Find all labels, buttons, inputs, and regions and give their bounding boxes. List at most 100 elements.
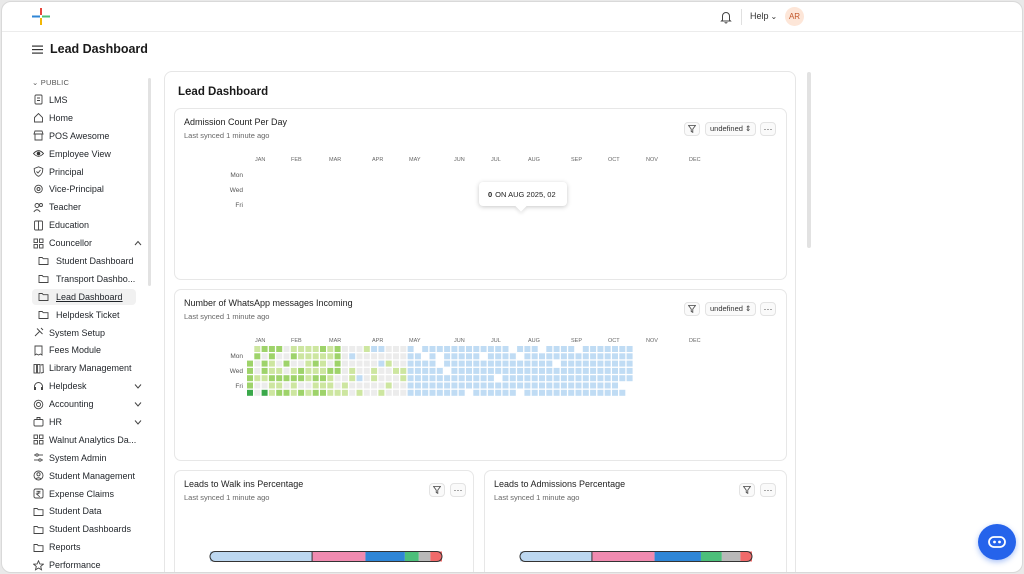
heatmap-cell[interactable] <box>604 360 611 367</box>
heatmap-cell[interactable] <box>575 375 582 382</box>
heatmap-cell[interactable] <box>517 353 524 360</box>
heatmap-cell[interactable] <box>509 360 516 367</box>
sidebar-item-performance[interactable]: Performance <box>24 556 148 572</box>
sidebar-item-reports[interactable]: Reports <box>24 538 148 556</box>
heatmap-cell[interactable] <box>393 360 399 367</box>
heatmap-cell[interactable] <box>590 360 597 367</box>
heatmap-cell[interactable] <box>283 367 290 374</box>
sidebar-item-helpdesk[interactable]: Helpdesk <box>24 377 148 395</box>
heatmap-cell[interactable] <box>539 353 545 360</box>
heatmap-cell[interactable] <box>436 360 443 367</box>
heatmap-cell[interactable] <box>502 389 509 396</box>
heatmap-cell[interactable] <box>276 389 283 396</box>
heatmap-cell[interactable] <box>509 353 516 360</box>
heatmap-cell[interactable] <box>254 367 261 374</box>
heatmap-cell[interactable] <box>444 353 451 360</box>
heatmap-cell[interactable] <box>487 360 494 367</box>
heatmap-cell[interactable] <box>466 367 472 374</box>
heatmap-cell[interactable] <box>560 367 567 374</box>
heatmap-cell[interactable] <box>612 382 618 389</box>
heatmap-cell[interactable] <box>327 360 334 367</box>
heatmap-cell[interactable] <box>334 360 341 367</box>
heatmap-cell[interactable] <box>458 367 465 374</box>
heatmap-cell[interactable] <box>612 353 618 360</box>
sidebar-item-lms[interactable]: LMS <box>24 91 148 109</box>
heatmap-cell[interactable] <box>502 360 509 367</box>
heatmap-cell[interactable] <box>371 346 378 352</box>
sidebar-item-student-management[interactable]: Student Management <box>24 467 148 485</box>
heatmap-cell[interactable] <box>473 389 480 396</box>
filter-button[interactable] <box>684 302 700 316</box>
heatmap-cell[interactable] <box>407 367 414 374</box>
heatmap-cell[interactable] <box>575 367 582 374</box>
heatmap-cell[interactable] <box>626 346 633 352</box>
chevron-down-icon[interactable] <box>134 400 142 408</box>
heatmap-cell[interactable] <box>553 353 560 360</box>
heatmap-cell[interactable] <box>341 375 348 382</box>
heatmap-cell[interactable] <box>502 382 509 389</box>
heatmap-cell[interactable] <box>378 346 385 352</box>
heatmap-cell[interactable] <box>254 346 261 352</box>
heatmap-cell[interactable] <box>298 382 305 389</box>
heatmap-cell[interactable] <box>305 367 312 374</box>
heatmap-cell[interactable] <box>305 382 312 389</box>
heatmap-cell[interactable] <box>531 360 538 367</box>
heatmap-cell[interactable] <box>261 375 268 382</box>
heatmap-cell[interactable] <box>495 382 502 389</box>
heatmap-cell[interactable] <box>517 346 524 352</box>
heatmap-cell[interactable] <box>466 382 472 389</box>
heatmap-cell[interactable] <box>378 360 385 367</box>
heatmap-cell[interactable] <box>619 367 626 374</box>
heatmap-cell[interactable] <box>312 346 319 352</box>
heatmap-cell[interactable] <box>582 346 589 352</box>
heatmap-cell[interactable] <box>349 375 356 382</box>
heatmap-cell[interactable] <box>582 375 589 382</box>
heatmap-cell[interactable] <box>385 382 392 389</box>
heatmap-cell[interactable] <box>349 367 356 374</box>
heatmap-cell[interactable] <box>539 382 545 389</box>
heatmap-cell[interactable] <box>363 375 370 382</box>
filter-button[interactable] <box>684 122 700 136</box>
heatmap-cell[interactable] <box>451 346 458 352</box>
heatmap-cell[interactable] <box>458 360 465 367</box>
heatmap-cell[interactable] <box>466 360 472 367</box>
sidebar-item-pos-awesome[interactable]: POS Awesome <box>24 127 148 145</box>
heatmap-cell[interactable] <box>539 367 545 374</box>
heatmap-cell[interactable] <box>451 367 458 374</box>
heatmap-cell[interactable] <box>268 353 275 360</box>
heatmap-cell[interactable] <box>429 375 436 382</box>
heatmap-cell[interactable] <box>378 367 385 374</box>
heatmap-cell[interactable] <box>531 367 538 374</box>
heatmap-cell[interactable] <box>582 389 589 396</box>
heatmap-cell[interactable] <box>305 353 312 360</box>
heatmap-cell[interactable] <box>495 389 502 396</box>
heatmap-cell[interactable] <box>604 375 611 382</box>
sidebar-item-student-dashboards[interactable]: Student Dashboards <box>24 520 148 538</box>
sidebar-item-councellor[interactable]: Councellor <box>24 234 148 252</box>
heatmap-cell[interactable] <box>261 367 268 374</box>
heatmap-cell[interactable] <box>312 353 319 360</box>
heatmap-cell[interactable] <box>487 389 494 396</box>
heatmap-cell[interactable] <box>371 382 378 389</box>
heatmap-cell[interactable] <box>509 346 516 352</box>
heatmap-cell[interactable] <box>334 389 341 396</box>
heatmap-cell[interactable] <box>429 353 436 360</box>
heatmap-cell[interactable] <box>619 375 626 382</box>
heatmap-cell[interactable] <box>568 367 575 374</box>
heatmap-cell[interactable] <box>597 375 604 382</box>
heatmap-cell[interactable] <box>378 382 385 389</box>
heatmap-cell[interactable] <box>429 367 436 374</box>
heatmap-cell[interactable] <box>422 389 429 396</box>
heatmap-cell[interactable] <box>356 367 363 374</box>
heatmap-cell[interactable] <box>531 353 538 360</box>
heatmap-cell[interactable] <box>480 375 487 382</box>
heatmap-cell[interactable] <box>261 360 268 367</box>
heatmap-cell[interactable] <box>582 353 589 360</box>
heatmap-cell[interactable] <box>487 346 494 352</box>
heatmap-cell[interactable] <box>517 367 524 374</box>
heatmap-cell[interactable] <box>597 360 604 367</box>
heatmap-cell[interactable] <box>422 375 429 382</box>
heatmap-cell[interactable] <box>356 360 363 367</box>
app-logo[interactable] <box>32 8 50 25</box>
heatmap-cell[interactable] <box>407 360 414 367</box>
